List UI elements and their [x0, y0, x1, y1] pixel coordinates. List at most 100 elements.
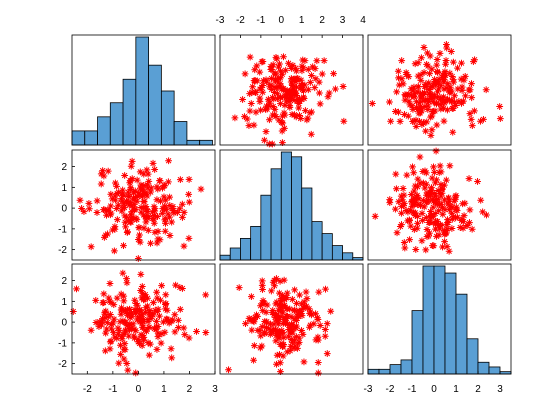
- scatter-point: [271, 282, 278, 290]
- scatter-point: [421, 167, 429, 175]
- scatter-point: [306, 321, 314, 329]
- scatter-point: [110, 329, 117, 336]
- scatter-point: [310, 320, 318, 328]
- scatter-point: [410, 187, 418, 195]
- scatter-point: [106, 311, 114, 318]
- scatter-point: [408, 102, 416, 110]
- x-tick-label: -1: [256, 15, 265, 26]
- scatter-point: [271, 69, 279, 77]
- scatter-point: [444, 216, 451, 224]
- scatter-point: [436, 95, 444, 103]
- scatter-point: [259, 88, 267, 96]
- scatter-point: [103, 319, 111, 326]
- scatter-point: [466, 110, 474, 117]
- scatter-point: [174, 209, 181, 216]
- scatter-point: [185, 176, 193, 183]
- scatter-point: [426, 229, 433, 237]
- scatter-point: [411, 182, 419, 190]
- scatter-point: [436, 225, 444, 233]
- scatter-point: [142, 203, 150, 210]
- scatter-point: [123, 229, 131, 236]
- scatter-point: [477, 117, 484, 125]
- histogram-bar: [331, 245, 343, 261]
- scatter-point: [266, 116, 273, 124]
- scatter-point: [411, 60, 419, 68]
- scatter-point: [307, 308, 314, 316]
- scatter-point: [127, 218, 135, 226]
- scatter-point: [148, 311, 156, 318]
- scatter-point: [157, 197, 164, 205]
- scatter-point: [280, 276, 288, 284]
- scatter-point: [330, 70, 337, 78]
- scatter-point: [154, 305, 162, 313]
- scatter-point: [273, 312, 281, 320]
- scatter-point: [443, 225, 451, 233]
- scatter-point: [262, 308, 270, 316]
- scatter-point: [444, 106, 451, 114]
- scatter-point: [137, 270, 145, 278]
- scatter-point: [270, 83, 278, 91]
- scatter-point: [402, 207, 410, 214]
- scatter-point: [146, 340, 154, 348]
- scatter-point: [420, 69, 428, 76]
- scatter-point: [316, 100, 324, 108]
- scatter-point: [327, 307, 335, 315]
- scatter-point: [119, 269, 127, 277]
- scatter-point: [285, 333, 293, 341]
- scatter-point: [443, 44, 451, 52]
- x-tick-label: 3: [340, 15, 346, 26]
- scatter-point: [324, 93, 332, 101]
- scatter-point: [298, 62, 306, 70]
- scatter-point: [296, 112, 303, 119]
- x-tick-label: -2: [83, 384, 92, 395]
- scatter-point: [418, 121, 426, 128]
- scatter-point: [150, 212, 158, 219]
- histogram-bar: [135, 36, 150, 146]
- panel-frame: [71, 263, 216, 375]
- scatter-point: [174, 317, 182, 324]
- histogram-bar: [444, 272, 457, 375]
- scatter-point: [73, 285, 80, 293]
- scatter-point: [291, 306, 299, 314]
- scatter-point: [102, 307, 110, 315]
- scatter-point: [136, 231, 143, 239]
- scatter-point: [265, 140, 273, 148]
- scatter-point: [419, 196, 427, 204]
- scatter-point: [134, 189, 142, 197]
- scatter-point: [288, 323, 295, 331]
- scatter-point: [136, 306, 144, 314]
- scatter-point: [281, 101, 289, 109]
- scatter-point: [133, 197, 141, 205]
- scatter-point: [179, 285, 186, 292]
- scatter-point: [265, 102, 273, 110]
- scatter-point: [459, 218, 467, 226]
- x-tick-label: -3: [216, 15, 225, 26]
- scatter-point: [180, 209, 188, 216]
- scatter-point: [239, 96, 246, 103]
- panel-r2-c3: [367, 147, 512, 261]
- scatter-point: [117, 341, 124, 349]
- scatter-point: [458, 99, 465, 107]
- scatter-point: [109, 226, 117, 234]
- scatter-point: [118, 207, 126, 215]
- scatter-point: [422, 214, 430, 221]
- scatter-point: [287, 342, 295, 350]
- scatter-point: [452, 203, 460, 211]
- x-tick-label: 3: [212, 384, 218, 395]
- scatter-point: [424, 198, 432, 206]
- scatter-point: [295, 338, 303, 346]
- scatter-point: [432, 225, 440, 233]
- scatter-point: [250, 121, 258, 129]
- scatter-point: [142, 304, 150, 312]
- scatter-point: [428, 112, 436, 120]
- scatter-point: [140, 170, 148, 178]
- scatter-point: [272, 337, 280, 345]
- scatter-point: [278, 330, 286, 337]
- scatter-point: [431, 179, 439, 187]
- scatter-point: [440, 117, 448, 125]
- scatter-point: [137, 331, 145, 339]
- scatter-point: [303, 295, 311, 303]
- scatter-point: [301, 81, 309, 89]
- scatter-point: [123, 197, 130, 205]
